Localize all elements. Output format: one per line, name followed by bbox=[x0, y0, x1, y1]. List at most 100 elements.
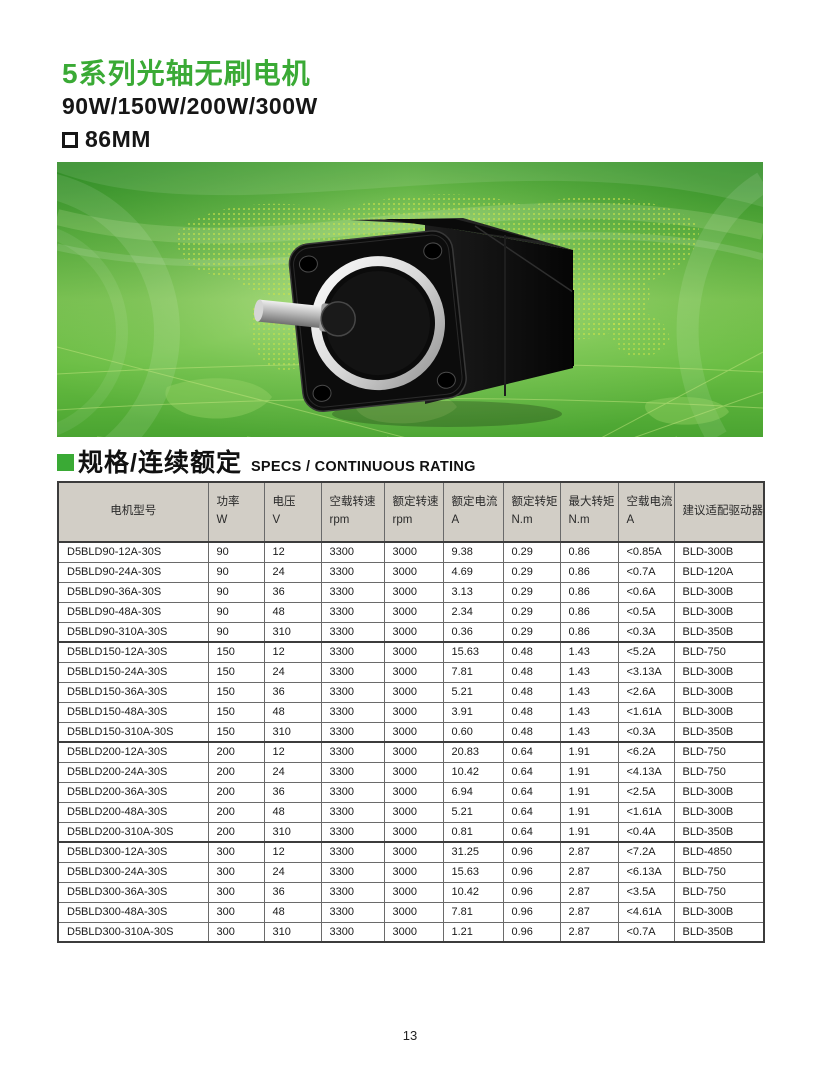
table-cell: 0.48 bbox=[502, 661, 561, 683]
table-cell: 3300 bbox=[320, 561, 385, 583]
table-cell: 36 bbox=[263, 681, 322, 703]
table-cell: BLD-300B bbox=[673, 681, 765, 703]
table-row: D5BLD150-12A-30S 150 12 3300 3000 15.63 0.48 1.… bbox=[57, 641, 765, 663]
table-cell: 310 bbox=[263, 821, 322, 843]
table-cell: 0.96 bbox=[502, 861, 561, 883]
table-cell: 0.86 bbox=[559, 621, 619, 643]
table-cell: 12 bbox=[263, 741, 322, 763]
table-cell: 200 bbox=[207, 741, 265, 763]
column-header: 功率 W bbox=[207, 481, 265, 543]
table-cell: <0.7A bbox=[617, 561, 675, 583]
table-row: D5BLD200-36A-30S 200 36 3300 3000 6.94 0.64 1.9… bbox=[57, 781, 765, 803]
frame-size-label: 86MM bbox=[85, 126, 151, 153]
table-cell: 3300 bbox=[320, 761, 385, 783]
table-cell: 3300 bbox=[320, 801, 385, 823]
table-cell: <0.7A bbox=[617, 921, 675, 943]
table-cell: 0.64 bbox=[502, 741, 561, 763]
table-cell: <0.4A bbox=[617, 821, 675, 843]
table-cell: 5.21 bbox=[442, 801, 504, 823]
table-cell: 0.64 bbox=[502, 761, 561, 783]
table-cell: 0.96 bbox=[502, 841, 561, 863]
column-header: 电机型号 bbox=[57, 481, 209, 543]
table-header-row: 电机型号 功率 W 电压 V 空载转速 rpm 额定转速 rpm 额定电流 A 额定转矩 N.m 最大转矩… bbox=[57, 481, 765, 543]
table-cell: 150 bbox=[207, 661, 265, 683]
table-cell: 3300 bbox=[320, 681, 385, 703]
table-row: D5BLD200-48A-30S 200 48 3300 3000 5.21 0.64 1.9… bbox=[57, 801, 765, 823]
table-cell: 3000 bbox=[383, 681, 444, 703]
table-cell: 2.87 bbox=[559, 881, 619, 903]
table-cell: 3300 bbox=[320, 641, 385, 663]
table-cell: BLD-300B bbox=[673, 581, 765, 603]
column-header: 额定转速 rpm bbox=[383, 481, 444, 543]
table-cell: 0.96 bbox=[502, 921, 561, 943]
table-cell: 0.86 bbox=[559, 541, 619, 563]
table-cell: 310 bbox=[263, 921, 322, 943]
table-cell: 3000 bbox=[383, 761, 444, 783]
table-cell: D5BLD300-48A-30S bbox=[57, 901, 209, 923]
table-cell: BLD-300B bbox=[673, 781, 765, 803]
table-cell: 0.81 bbox=[442, 821, 504, 843]
table-cell: 3000 bbox=[383, 581, 444, 603]
table-cell: 300 bbox=[207, 861, 265, 883]
table-cell: 0.29 bbox=[502, 561, 561, 583]
table-row: D5BLD90-12A-30S 90 12 3300 3000 9.38 0.29 0.86 <… bbox=[57, 541, 765, 563]
table-cell: D5BLD300-36A-30S bbox=[57, 881, 209, 903]
table-row: D5BLD90-24A-30S 90 24 3300 3000 4.69 0.29 0.86 <… bbox=[57, 561, 765, 583]
table-cell: 3000 bbox=[383, 561, 444, 583]
table-cell: 31.25 bbox=[442, 841, 504, 863]
table-row: D5BLD300-48A-30S 300 48 3300 3000 7.81 0.96 2.8… bbox=[57, 901, 765, 923]
table-cell: <0.6A bbox=[617, 581, 675, 603]
table-cell: 3000 bbox=[383, 701, 444, 723]
table-cell: 0.64 bbox=[502, 801, 561, 823]
table-cell: 3300 bbox=[320, 901, 385, 923]
table-cell: 1.91 bbox=[559, 801, 619, 823]
table-cell: 1.21 bbox=[442, 921, 504, 943]
title-block: 5系列光轴无刷电机 90W/150W/200W/300W 86MM bbox=[62, 58, 318, 153]
table-cell: 2.34 bbox=[442, 601, 504, 623]
table-cell: 6.94 bbox=[442, 781, 504, 803]
table-cell: D5BLD150-310A-30S bbox=[57, 721, 209, 743]
page-title: 5系列光轴无刷电机 bbox=[62, 58, 311, 89]
table-cell: 9.38 bbox=[442, 541, 504, 563]
table-cell: <1.61A bbox=[617, 701, 675, 723]
table-cell: 3000 bbox=[383, 601, 444, 623]
table-cell: 300 bbox=[207, 881, 265, 903]
table-cell: 1.43 bbox=[559, 681, 619, 703]
table-cell: 300 bbox=[207, 901, 265, 923]
table-row: D5BLD300-310A-30S 300 310 3300 3000 1.21 0.96 2… bbox=[57, 921, 765, 943]
table-cell: 0.86 bbox=[559, 581, 619, 603]
table-cell: <5.2A bbox=[617, 641, 675, 663]
table-cell: BLD-120A bbox=[673, 561, 765, 583]
table-cell: 3300 bbox=[320, 741, 385, 763]
table-cell: 36 bbox=[263, 781, 322, 803]
table-cell: 0.36 bbox=[442, 621, 504, 643]
column-header: 空载转速 rpm bbox=[320, 481, 385, 543]
column-header: 空载电流 A bbox=[617, 481, 675, 543]
frame-size-square-icon bbox=[62, 131, 78, 148]
table-cell: 0.29 bbox=[502, 601, 561, 623]
table-row: D5BLD90-48A-30S 90 48 3300 3000 2.34 0.29 0.86 <… bbox=[57, 601, 765, 623]
table-row: D5BLD150-24A-30S 150 24 3300 3000 7.81 0.48 1.4… bbox=[57, 661, 765, 683]
table-cell: 150 bbox=[207, 641, 265, 663]
table-cell: 300 bbox=[207, 921, 265, 943]
column-header: 额定电流 A bbox=[442, 481, 504, 543]
table-cell: <2.6A bbox=[617, 681, 675, 703]
table-cell: BLD-350B bbox=[673, 721, 765, 743]
table-cell: 3000 bbox=[383, 661, 444, 683]
table-cell: BLD-750 bbox=[673, 761, 765, 783]
banner-svg bbox=[57, 162, 763, 437]
section-title-en: SPECS / CONTINUOUS RATING bbox=[250, 459, 476, 475]
table-cell: BLD-4850 bbox=[673, 841, 765, 863]
table-cell: 150 bbox=[207, 681, 265, 703]
table-cell: 3300 bbox=[320, 841, 385, 863]
table-cell: 0.48 bbox=[502, 701, 561, 723]
table-cell: 200 bbox=[207, 821, 265, 843]
table-cell: D5BLD200-310A-30S bbox=[57, 821, 209, 843]
table-cell: 0.86 bbox=[559, 561, 619, 583]
motor-shadow bbox=[332, 401, 562, 427]
table-row: D5BLD300-12A-30S 300 12 3300 3000 31.25 0.96 2.… bbox=[57, 841, 765, 863]
table-cell: 24 bbox=[263, 761, 322, 783]
table-cell: 1.43 bbox=[559, 721, 619, 743]
table-cell: 0.29 bbox=[502, 581, 561, 603]
